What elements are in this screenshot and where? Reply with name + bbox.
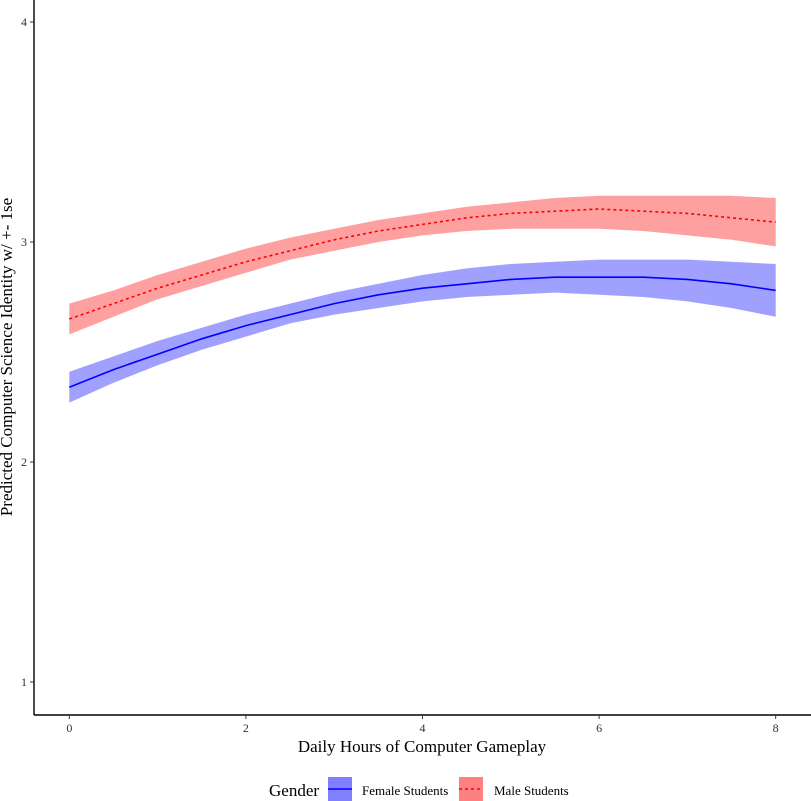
- ticks: 1 2 3 4 0 2 4 6 8: [21, 15, 779, 735]
- y-tick-label: 4: [21, 15, 27, 29]
- female-students-line: [69, 276, 776, 388]
- legend-label-female: Female Students: [362, 783, 448, 798]
- y-tick-label: 3: [21, 235, 27, 249]
- legend: Gender Female Students Male Students: [269, 777, 569, 801]
- y-tick-label: 1: [21, 675, 27, 689]
- legend-title: Gender: [269, 781, 319, 800]
- male-students-se-band: [69, 195, 776, 335]
- x-tick-label: 8: [773, 721, 779, 735]
- y-axis-title: Predicted Computer Science Identity w/ +…: [0, 198, 16, 516]
- y-tick-label: 2: [21, 455, 27, 469]
- x-tick-label: 2: [243, 721, 249, 735]
- x-tick-label: 0: [66, 721, 72, 735]
- x-tick-label: 4: [420, 721, 426, 735]
- x-axis-title: Daily Hours of Computer Gameplay: [298, 737, 547, 756]
- legend-label-male: Male Students: [494, 783, 569, 798]
- x-tick-label: 6: [596, 721, 602, 735]
- male-students-line: [69, 208, 776, 320]
- plot-area: [69, 195, 776, 403]
